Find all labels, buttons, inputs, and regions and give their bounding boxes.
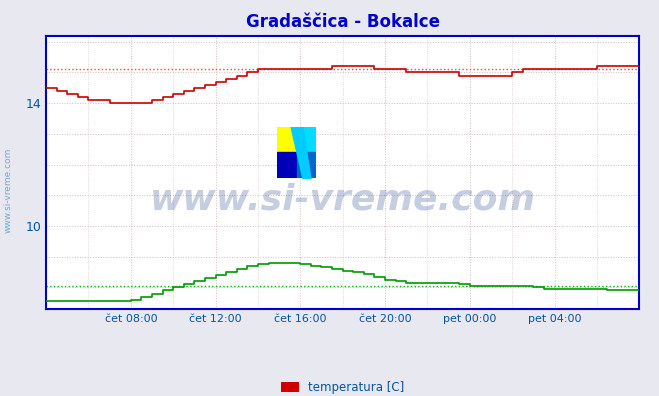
Title: Gradaščica - Bokalce: Gradaščica - Bokalce [246,13,440,31]
Bar [297,152,316,178]
Bar [297,127,316,152]
Bar [277,152,297,178]
Text: www.si-vreme.com: www.si-vreme.com [3,147,13,233]
Text: www.si-vreme.com: www.si-vreme.com [150,183,536,217]
Legend: temperatura [C], pretok [m3/s]: temperatura [C], pretok [m3/s] [276,376,409,396]
Bar [277,127,297,152]
